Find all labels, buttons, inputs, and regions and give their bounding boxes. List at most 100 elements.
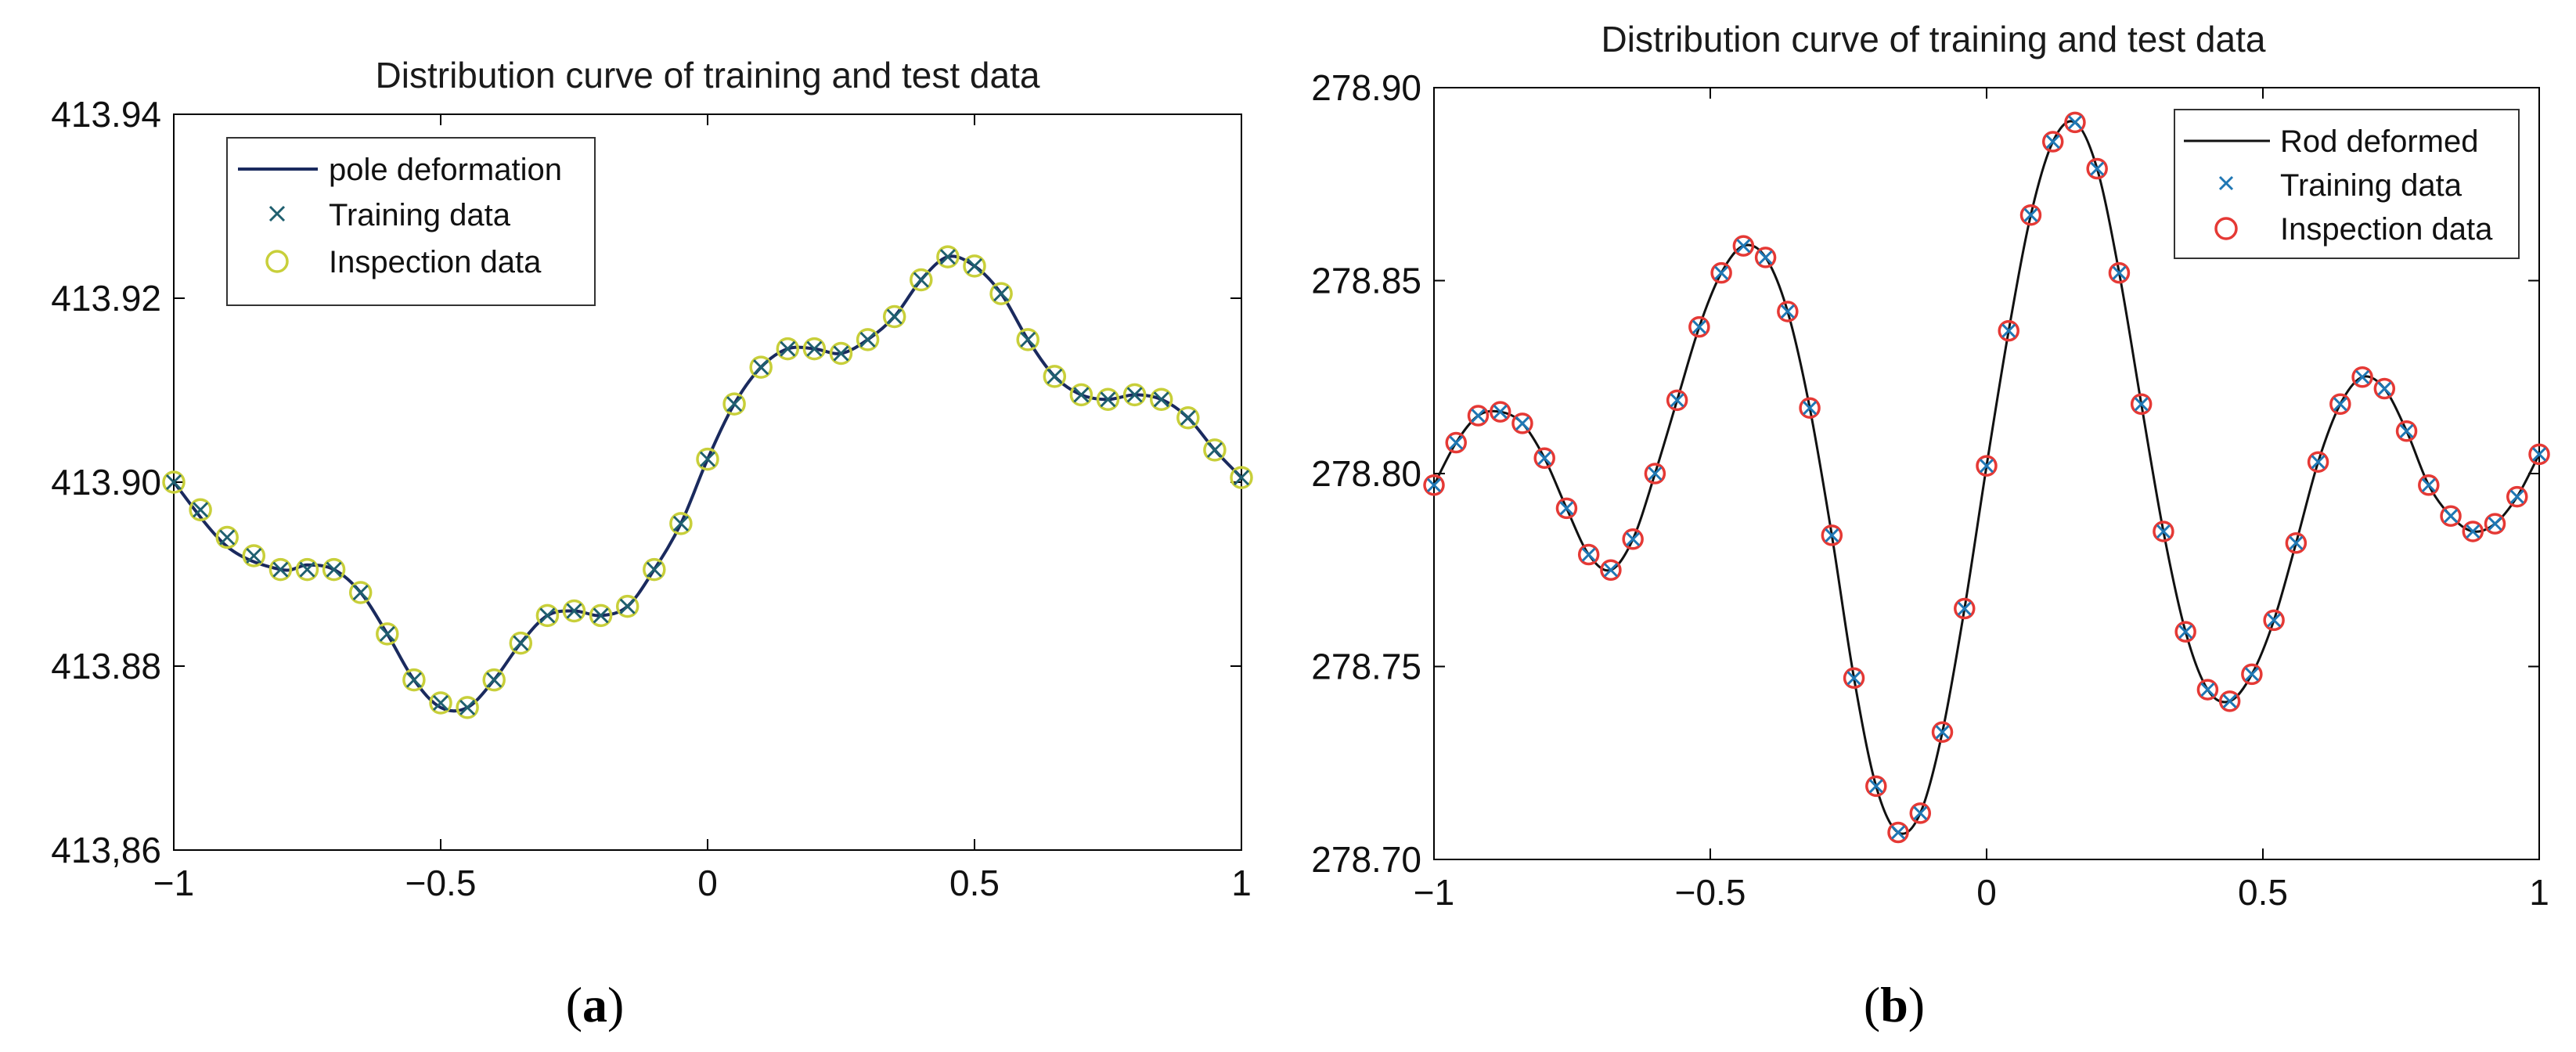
chart-a-inspection-point bbox=[910, 268, 933, 292]
chart-b-inspection-point bbox=[1666, 389, 1688, 412]
chart-a-training-point bbox=[593, 607, 609, 624]
chart-b-training-point bbox=[1780, 304, 1795, 319]
chart-panel-b: Distribution curve of training and test … bbox=[1311, 19, 2550, 1032]
chart-a-inspection-point bbox=[429, 691, 452, 715]
chart-b-inspection-point bbox=[2484, 513, 2506, 535]
chart-a-tick-labels: −1 −0.5 0 0.5 1 413,86 413.88 413.90 413.92 413.9… bbox=[51, 94, 1252, 903]
chart-a-inspection-point bbox=[1176, 406, 1200, 430]
chart-a-inspection-point bbox=[295, 557, 319, 582]
chart-b-training-point bbox=[1493, 405, 1508, 420]
chart-a-inspection-point bbox=[615, 594, 639, 618]
chart-b-inspection-point bbox=[2263, 609, 2285, 632]
chart-b-training-point bbox=[2509, 489, 2524, 504]
chart-b-inspection-point bbox=[2462, 521, 2484, 542]
chart-b-inspection-point bbox=[2395, 420, 2418, 442]
chart-b-training-point bbox=[1979, 459, 1994, 474]
chart-b-training-point bbox=[1515, 416, 1530, 431]
chart-a-legend-train-label: Training data bbox=[329, 198, 511, 232]
chart-b-inspection-point bbox=[2418, 474, 2440, 496]
chart-a-training-point bbox=[619, 598, 636, 614]
chart-a-inspection-point bbox=[882, 304, 906, 329]
chart-b-inspection-point bbox=[2307, 451, 2329, 473]
chart-b-training-point bbox=[1449, 435, 1464, 450]
chart-a-inspection-point bbox=[989, 282, 1013, 305]
chart-a-training-point bbox=[165, 474, 182, 491]
chart-b-training-point bbox=[1692, 319, 1706, 334]
chart-b-inspection-point bbox=[2373, 377, 2396, 400]
chart-a-legend: pole deformation Training data Inspectio… bbox=[226, 137, 596, 306]
chart-b-training-point bbox=[2311, 455, 2326, 470]
chart-a-training-point bbox=[646, 561, 662, 578]
chart-a-inspection-point bbox=[1043, 365, 1067, 388]
chart-b-inspection-point bbox=[2218, 690, 2241, 712]
chart-b-ytick-label: 278.70 bbox=[1311, 839, 1421, 880]
chart-a-inspection-point bbox=[1096, 387, 1120, 411]
chart-b-legend-line-label: Rod deformed bbox=[2280, 124, 2478, 159]
caption-a-open: ( bbox=[566, 977, 582, 1032]
chart-b-training-point bbox=[1890, 825, 1906, 840]
chart-b-training-point bbox=[2222, 694, 2237, 708]
chart-b-inspection-point bbox=[1555, 497, 1578, 520]
chart-a-legend-box bbox=[226, 137, 596, 306]
chart-a-training-point bbox=[1153, 391, 1169, 408]
chart-a-inspection-point bbox=[589, 603, 613, 628]
chart-b-training-point bbox=[1803, 401, 1818, 416]
chart-b-inspection-point bbox=[1622, 528, 1644, 550]
chart-b-training-point bbox=[2178, 625, 2193, 639]
chart-b-inspection-point bbox=[2196, 679, 2219, 701]
chart-a-training-point bbox=[539, 607, 556, 624]
chart-b-inspection-point bbox=[1423, 474, 1445, 496]
chart-b-inspection-point bbox=[1754, 247, 1777, 268]
chart-a-ytick-label: 413.92 bbox=[51, 278, 161, 319]
chart-a-inspection-point bbox=[376, 622, 399, 646]
chart-b-training-point bbox=[1846, 671, 1861, 686]
chart-b-legend: Rod deformed Training data Inspection da… bbox=[2174, 109, 2520, 259]
chart-b-legend-train-label: Training data bbox=[2280, 168, 2463, 203]
chart-a-training-point bbox=[913, 272, 929, 288]
chart-a-training-point bbox=[1206, 441, 1223, 458]
chart-b-ytick-label: 278.90 bbox=[1311, 67, 1421, 108]
chart-a-inspection-point bbox=[562, 599, 586, 623]
chart-a-inspection-point bbox=[936, 245, 960, 268]
chart-b-training-point bbox=[1648, 466, 1663, 481]
chart-b-training-point bbox=[1471, 408, 1486, 423]
chart-a-inspection-point bbox=[242, 544, 266, 567]
chart-a-ytick-label: 413.88 bbox=[51, 646, 161, 686]
chart-b-xtick-label: −1 bbox=[1414, 872, 1454, 913]
chart-b-inspection-point bbox=[2064, 111, 2086, 134]
chart-b-training-point bbox=[1426, 477, 1442, 492]
chart-a-inspection-point bbox=[1230, 466, 1253, 489]
chart-b-training-point bbox=[2244, 667, 2259, 682]
chart-a-xtick-label: 1 bbox=[1231, 863, 1252, 903]
chart-b-inspection-point bbox=[1909, 802, 1932, 824]
chart-b-title: Distribution curve of training and test … bbox=[1601, 19, 2266, 59]
chart-a-inspection-point bbox=[402, 668, 426, 692]
chart-a-training-point bbox=[193, 502, 209, 518]
chart-a-inspection-point bbox=[643, 557, 666, 582]
chart-b-inspection-point bbox=[1644, 463, 1666, 485]
chart-b-inspection-point bbox=[1445, 431, 1467, 454]
chart-b-inspection-point bbox=[2041, 131, 2064, 153]
chart-b-inspection-point bbox=[1865, 775, 1887, 798]
caption-a-close: ) bbox=[607, 977, 624, 1032]
chart-a-inspection-point bbox=[509, 631, 533, 655]
chart-b-inspection-point bbox=[1732, 235, 1755, 257]
chart-a-inspection-point bbox=[749, 355, 773, 379]
chart-b-training-point bbox=[1868, 779, 1883, 794]
chart-a-training-point bbox=[272, 561, 289, 578]
chart-b-marks bbox=[1423, 111, 2550, 844]
chart-a-training-point bbox=[1020, 331, 1036, 348]
chart-b-inspection-point bbox=[2153, 521, 2174, 542]
chart-b-inspection-point bbox=[2528, 443, 2550, 466]
chart-a-training-point bbox=[780, 340, 796, 357]
chart-b-training-point bbox=[1559, 501, 1574, 516]
chart-b-training-point bbox=[2488, 517, 2502, 531]
chart-a-training-point bbox=[246, 547, 262, 564]
chart-b-inspection-point bbox=[1600, 559, 1622, 581]
chart-b-training-point bbox=[1935, 725, 1950, 740]
chart-b-xtick-label: 0.5 bbox=[2238, 872, 2288, 913]
chart-a-xtick-label: −1 bbox=[153, 863, 194, 903]
chart-b-xtick-label: 0 bbox=[1976, 872, 1997, 913]
chart-a-inspection-point bbox=[1203, 438, 1227, 462]
